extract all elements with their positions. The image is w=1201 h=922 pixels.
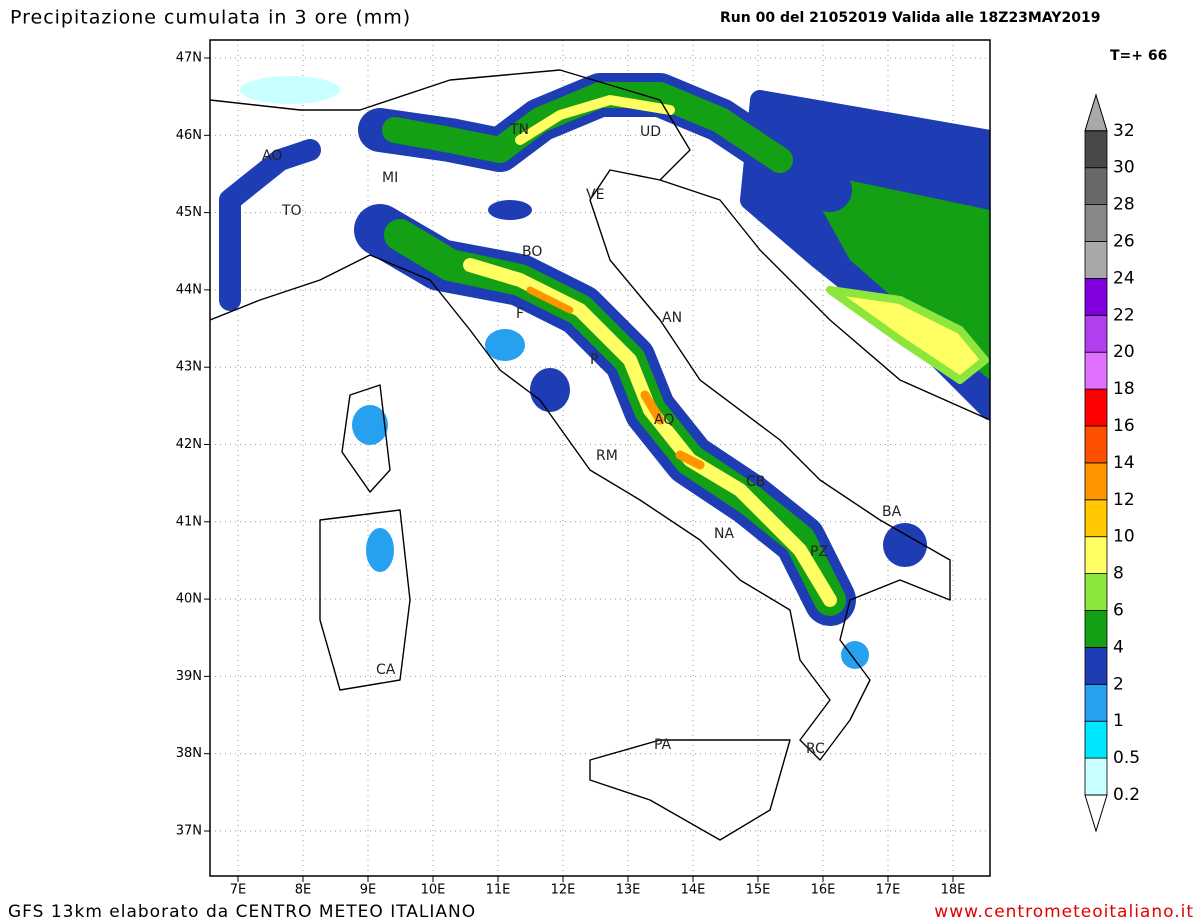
city: TO [281,203,302,219]
grid [210,40,990,876]
city: BA [882,504,902,520]
lon-label: 7E [230,883,247,898]
lon-label: 15E [746,883,771,898]
lon-label: 17E [876,883,901,898]
city: CB [746,474,765,490]
colorbar-label: 1 [1113,711,1124,731]
colorbar-swatch [1084,536,1108,575]
lon-label: 13E [616,883,641,898]
lon-label: 16E [811,883,836,898]
city: AN [662,310,682,326]
colorbar-swatch [1084,462,1108,501]
city: VE [586,187,604,203]
lat-label: 40N [176,592,202,607]
lat-label: 38N [176,746,202,761]
colorbar-swatch [1084,573,1108,611]
footer-right: www.centrometeoitaliano.it [934,902,1194,922]
colorbar-label: 8 [1113,564,1124,584]
footer-left: GFS 13km elaborato da CENTRO METEO ITALI… [8,902,476,922]
colorbar-swatch [1084,167,1108,205]
colorbar-under [1084,794,1108,833]
title: Precipitazione cumulata in 3 ore (mm) [10,7,411,29]
lat-label: 37N [176,824,202,839]
city: RC [806,741,825,757]
colorbar-swatch [1084,204,1108,242]
colorbar-swatch [1084,499,1108,538]
city: PZ [810,544,828,560]
city: CA [376,662,396,678]
city: UD [640,124,661,140]
colorbar-label: 30 [1113,158,1135,178]
city: AO [262,148,282,164]
lon-label: 18E [941,883,966,898]
colorbar-label: 26 [1113,232,1135,252]
lat-label: 45N [176,205,202,220]
city: MI [382,170,398,186]
colorbar-swatch [1084,425,1108,464]
lon-label: 11E [486,883,511,898]
colorbar-label: 24 [1113,268,1135,288]
colorbar-label: 10 [1113,527,1135,547]
lon-label: 14E [681,883,706,898]
colorbar-label: 12 [1113,490,1135,510]
lon-label: 8E [295,883,312,898]
lat-label: 42N [176,437,202,452]
city: PA [654,737,672,753]
city-labels: AO MI TO TN UD VE BO F AN P AQ RM CB NA … [262,122,902,757]
lat-label: 39N [176,669,202,684]
colorbar-swatch [1084,314,1108,353]
colorbar-label: 16 [1113,416,1135,436]
colorbar-label: 4 [1113,637,1124,657]
city: TN [509,122,529,138]
colorbar-swatch [1084,130,1108,169]
map-frame [209,39,991,877]
colorbar-swatch [1084,351,1108,390]
colorbar-swatch [1084,277,1108,316]
colorbar-swatch [1084,241,1108,279]
coastlines [210,69,990,841]
city: NA [714,526,734,542]
colorbar-swatch [1084,388,1108,427]
precipitation [219,73,990,669]
map-area: AO MI TO TN UD VE BO F AN P AQ RM CB NA … [210,40,990,876]
colorbar-over [1084,93,1108,132]
city: F [516,306,524,322]
colorbar-label: 6 [1113,601,1124,621]
colorbar-swatch [1084,720,1108,759]
lat-label: 44N [176,282,202,297]
colorbar-label: 2 [1113,674,1124,694]
lat-label: 47N [176,51,202,66]
colorbar-label: 28 [1113,195,1135,215]
run-info: Run 00 del 21052019 Valida alle 18Z23MAY… [720,10,1100,26]
city: P [590,352,598,368]
colorbar-label: 22 [1113,305,1135,325]
colorbar-swatch [1084,610,1108,648]
colorbar-label: 20 [1113,342,1135,362]
city: BO [522,244,542,260]
city: AQ [654,412,674,428]
colorbar-label: 0.5 [1113,748,1140,768]
colorbar-swatch [1084,683,1108,722]
colorbar-label: 14 [1113,453,1135,473]
lat-label: 43N [176,360,202,375]
lon-label: 12E [551,883,576,898]
colorbar-label: 32 [1113,121,1135,141]
forecast-step: T=+ 66 [1110,48,1167,64]
city: RM [596,448,618,464]
lon-label: 9E [360,883,377,898]
lon-label: 10E [421,883,446,898]
lat-label: 46N [176,128,202,143]
axis-labels: 47N 46N 45N 44N 43N 42N 41N 40N 39N 38N 37N 7E 8E 9E 1… [176,51,966,898]
colorbar-swatch [1084,757,1108,796]
colorbar-label: 0.2 [1113,785,1140,805]
colorbar-swatch [1084,647,1108,685]
lat-label: 41N [176,514,202,529]
colorbar-label: 18 [1113,379,1135,399]
